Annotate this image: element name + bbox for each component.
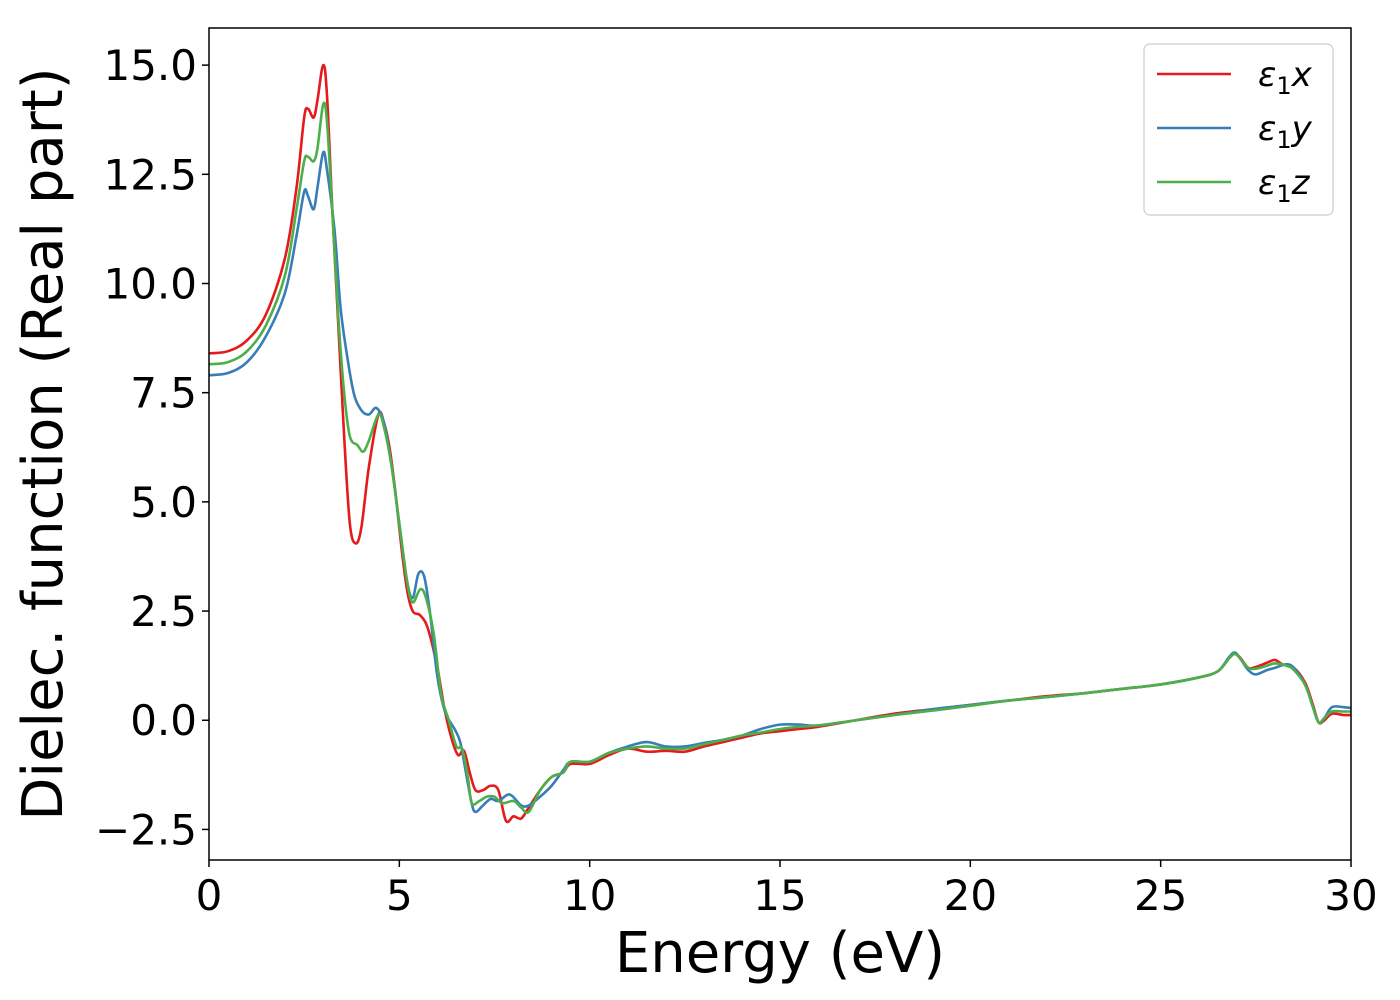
series-line-y (209, 150, 1351, 814)
legend-label-z: ε1z (1258, 163, 1311, 208)
series-line-z (209, 101, 1351, 815)
y-tick-label: 10.0 (103, 259, 197, 308)
legend-label-y: ε1y (1258, 109, 1313, 154)
y-tick-label: 5.0 (130, 478, 197, 527)
y-tick-label: 2.5 (130, 587, 197, 636)
y-tick-label: 0.0 (130, 696, 197, 745)
series-layer (209, 63, 1351, 824)
x-tick-label: 5 (386, 871, 413, 920)
x-tick-label: 15 (753, 871, 806, 920)
x-tick-label: 25 (1134, 871, 1187, 920)
y-axis: −2.5 0.0 2.5 5.0 7.5 10.0 12.5 15.0 (95, 41, 209, 854)
y-axis-label: Dielec. function (Real part) (11, 67, 76, 820)
y-tick-label: 7.5 (130, 369, 197, 418)
x-tick-label: 20 (944, 871, 997, 920)
y-tick-label: 12.5 (103, 150, 197, 199)
x-tick-label: 10 (563, 871, 616, 920)
legend: ε1x ε1y ε1z (1143, 43, 1334, 216)
legend-box (1143, 43, 1334, 216)
y-tick-label: 15.0 (103, 41, 197, 90)
y-tick-label: −2.5 (95, 805, 197, 854)
x-axis: 0 5 10 15 20 25 30 (196, 860, 1378, 920)
x-tick-label: 0 (196, 871, 223, 920)
x-tick-label: 30 (1324, 871, 1377, 920)
x-axis-label: Energy (eV) (615, 921, 945, 986)
legend-label-x: ε1x (1258, 55, 1313, 100)
